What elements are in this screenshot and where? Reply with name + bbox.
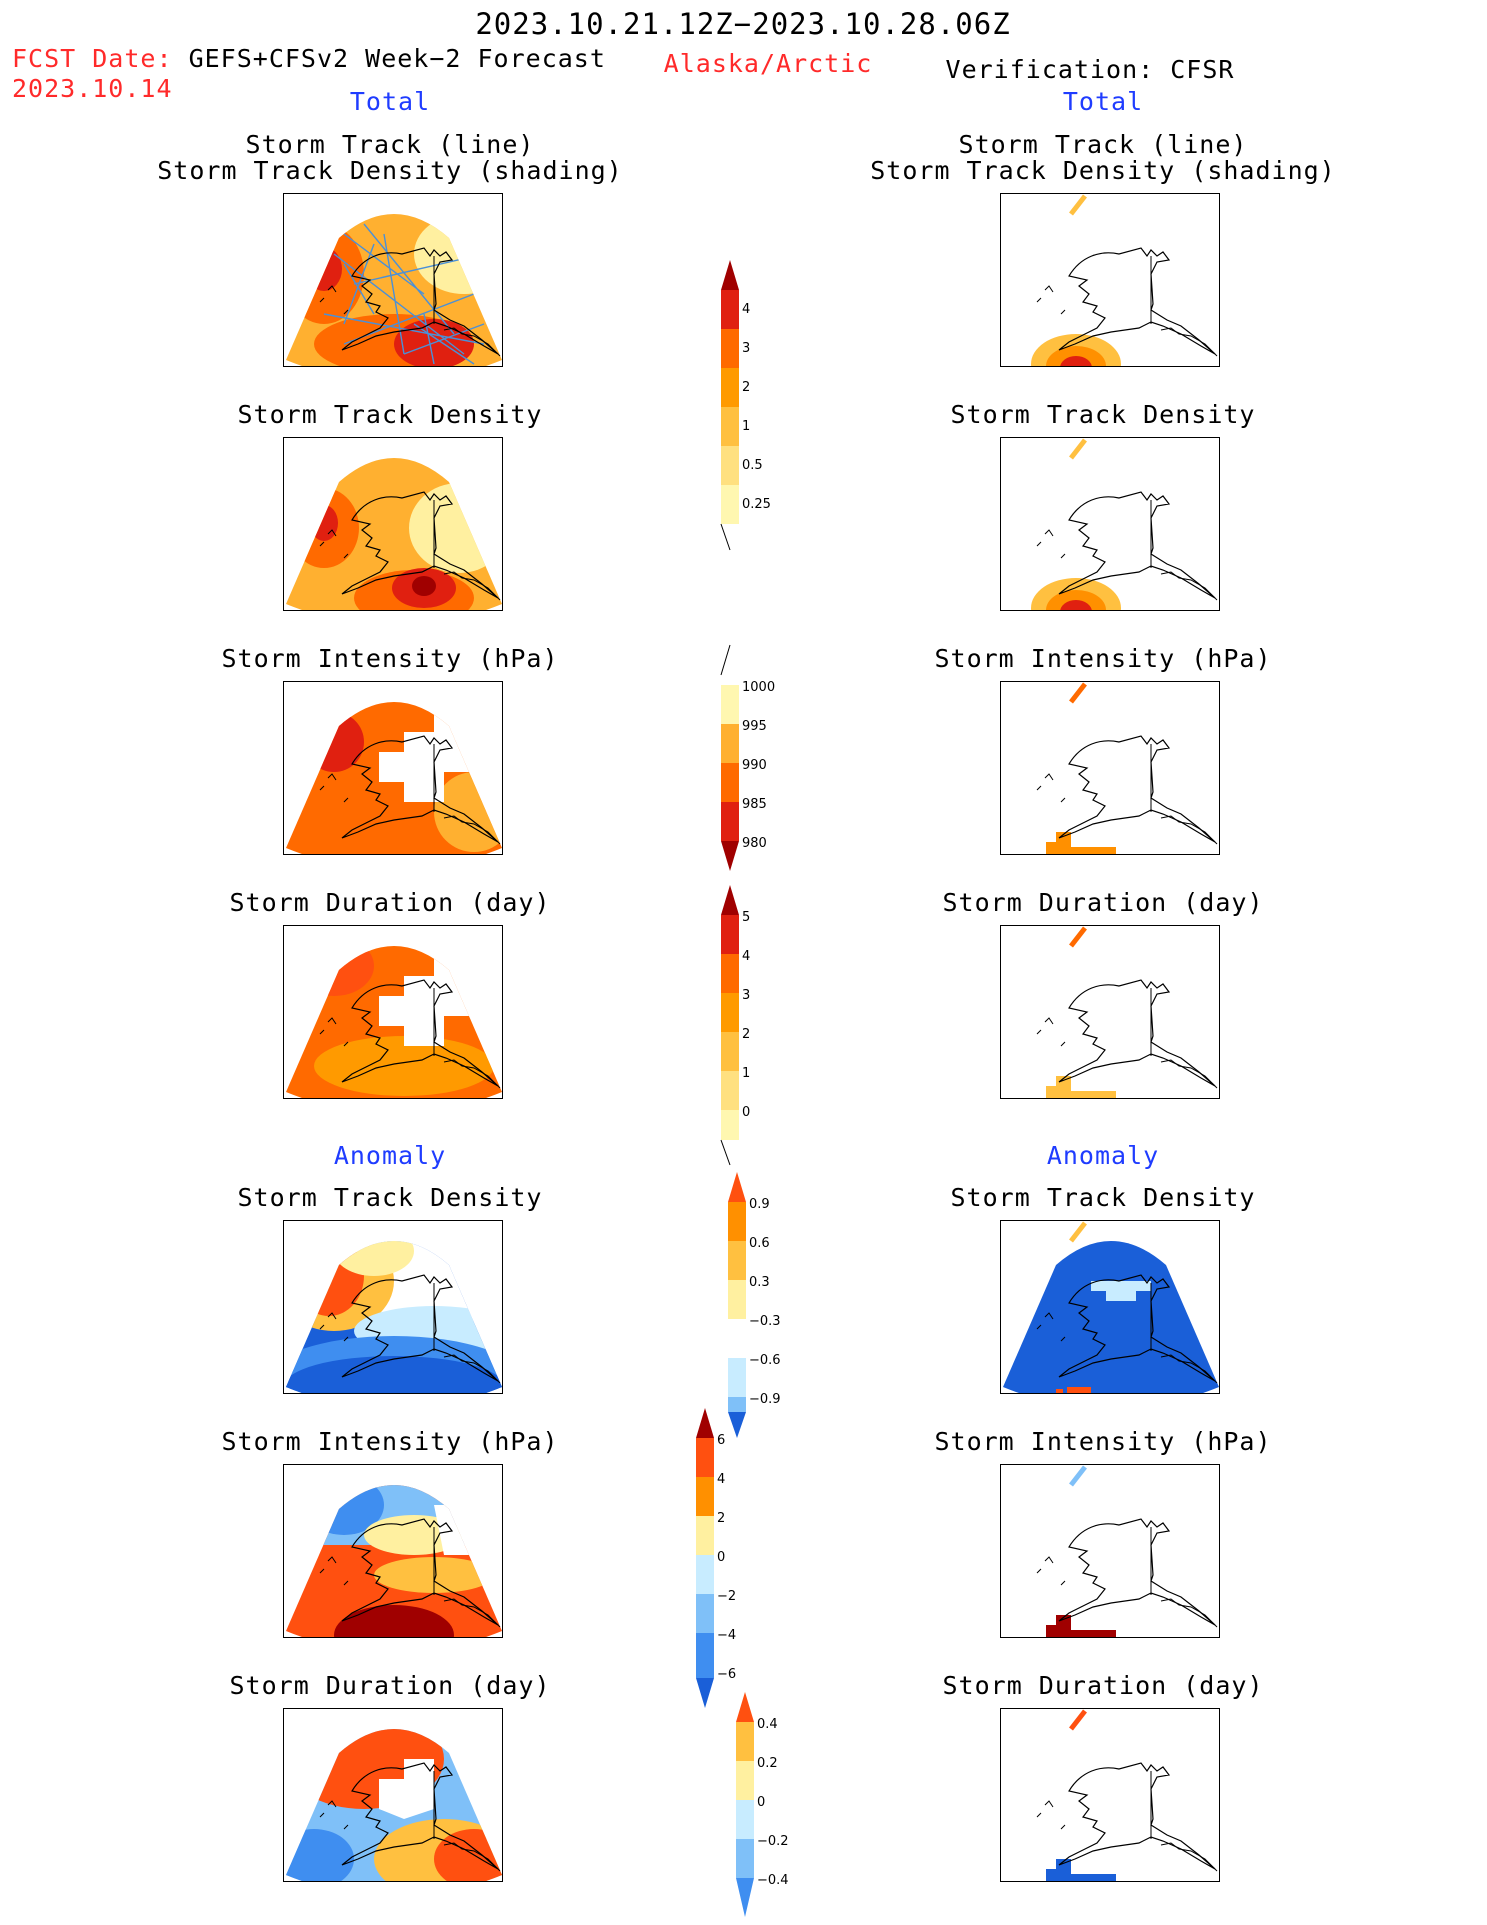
colorbar-intensity-tick: 1000 [742, 680, 775, 695]
colorbar-density-anom-tick: −0.3 [749, 1314, 781, 1329]
map-panel-intensity-anom-verification [1000, 1464, 1220, 1638]
colorbar-duration-tick: 3 [742, 988, 750, 1003]
model-label: GEFS+CFSv2 Week−2 Forecast [188, 44, 606, 73]
map-panel-track-verification [1000, 193, 1220, 367]
fcst-date-label: FCST Date: [12, 44, 173, 73]
colorbar-duration-tick: 0 [742, 1105, 750, 1120]
map-panel-density-forecast [283, 437, 503, 611]
colorbar-intensity-anom-tick: −6 [717, 1667, 736, 1682]
colorbar-duration-anom-tick: 0.2 [757, 1756, 778, 1771]
colorbar-duration-anom-tick: 0 [757, 1795, 765, 1810]
title-density-anom-right: Storm Track Density [950, 1183, 1256, 1212]
colorbar-intensity-anom-tick: −2 [717, 1589, 736, 1604]
section-anomaly-right: Anomaly [1046, 1141, 1160, 1170]
colorbar-density-tick: 0.25 [742, 497, 771, 512]
map-panel-density-verification [1000, 437, 1220, 611]
colorbar-intensity-anom-tick: 2 [717, 1511, 725, 1526]
colorbar-duration-anom-tick: −0.4 [757, 1873, 789, 1888]
title-track-line-right: Storm Track (line) [958, 130, 1248, 159]
colorbar-density-anom-tick: −0.9 [749, 1392, 781, 1407]
map-panel-duration-forecast [283, 925, 503, 1099]
colorbar-density-tick: 2 [742, 380, 750, 395]
map-panel-density-anom-forecast [283, 1220, 503, 1394]
map-panel-intensity-verification [1000, 681, 1220, 855]
title-track-line-left: Storm Track (line) [245, 130, 535, 159]
colorbar-intensity-tick: 980 [742, 836, 767, 851]
title-duration-right: Storm Duration (day) [942, 888, 1264, 917]
colorbar-density-anom-tick: 0.3 [749, 1275, 770, 1290]
region-label: Alaska/Arctic [663, 49, 873, 78]
title-intensity-right: Storm Intensity (hPa) [934, 644, 1272, 673]
colorbar-duration-anom-tick: −0.2 [757, 1834, 789, 1849]
colorbar-intensity-anom-tick: 4 [717, 1472, 725, 1487]
colorbar-intensity-tick: 995 [742, 719, 767, 734]
title-duration-left: Storm Duration (day) [229, 888, 551, 917]
section-total-right: Total [1062, 87, 1144, 116]
verification-label: Verification: CFSR [945, 55, 1235, 84]
colorbar-intensity-anom-tick: 0 [717, 1550, 725, 1565]
title-density-anom-left: Storm Track Density [237, 1183, 543, 1212]
forecast-period-title: 2023.10.21.12Z−2023.10.28.06Z [475, 7, 1011, 41]
colorbar-duration-tick: 2 [742, 1027, 750, 1042]
colorbar-density-anom-tick: −0.6 [749, 1353, 781, 1368]
title-intensity-anom-right: Storm Intensity (hPa) [934, 1427, 1272, 1456]
title-track-shading-left: Storm Track Density (shading) [157, 156, 623, 185]
colorbar-duration-tick: 1 [742, 1066, 750, 1081]
colorbar-density-tick: 4 [742, 302, 750, 317]
title-track-shading-right: Storm Track Density (shading) [870, 156, 1336, 185]
colorbar-intensity-tick: 985 [742, 797, 767, 812]
map-panel-duration-verification [1000, 925, 1220, 1099]
map-panel-duration-anom-verification [1000, 1708, 1220, 1882]
section-total-left: Total [349, 87, 431, 116]
colorbar-density-anom-tick: 0.6 [749, 1236, 770, 1251]
map-panel-density-anom-verification [1000, 1220, 1220, 1394]
colorbar-density-tick: 0.5 [742, 458, 763, 473]
colorbar-duration-anom-tick: 0.4 [757, 1717, 778, 1732]
colorbar-intensity-anom-tick: 6 [717, 1433, 725, 1448]
title-density-left: Storm Track Density [237, 400, 543, 429]
colorbar-intensity-anom-tick: −4 [717, 1628, 736, 1643]
colorbar-density-tick: 3 [742, 341, 750, 356]
map-panel-duration-anom-forecast [283, 1708, 503, 1882]
fcst-date-row: FCST Date: GEFS+CFSv2 Week−2 Forecast [12, 45, 606, 73]
map-panel-intensity-forecast [283, 681, 503, 855]
title-intensity-left: Storm Intensity (hPa) [221, 644, 559, 673]
section-anomaly-left: Anomaly [333, 1141, 447, 1170]
colorbar-density-tick: 1 [742, 419, 750, 434]
map-panel-intensity-anom-forecast [283, 1464, 503, 1638]
title-density-right: Storm Track Density [950, 400, 1256, 429]
colorbar-intensity-tick: 990 [742, 758, 767, 773]
colorbar-density-anom-tick: 0.9 [749, 1197, 770, 1212]
map-panel-track-forecast [283, 193, 503, 367]
title-duration-anom-right: Storm Duration (day) [942, 1671, 1264, 1700]
title-duration-anom-left: Storm Duration (day) [229, 1671, 551, 1700]
title-intensity-anom-left: Storm Intensity (hPa) [221, 1427, 559, 1456]
colorbar-duration-tick: 4 [742, 949, 750, 964]
fcst-date-value: 2023.10.14 [12, 74, 173, 103]
colorbar-duration-tick: 5 [742, 910, 750, 925]
